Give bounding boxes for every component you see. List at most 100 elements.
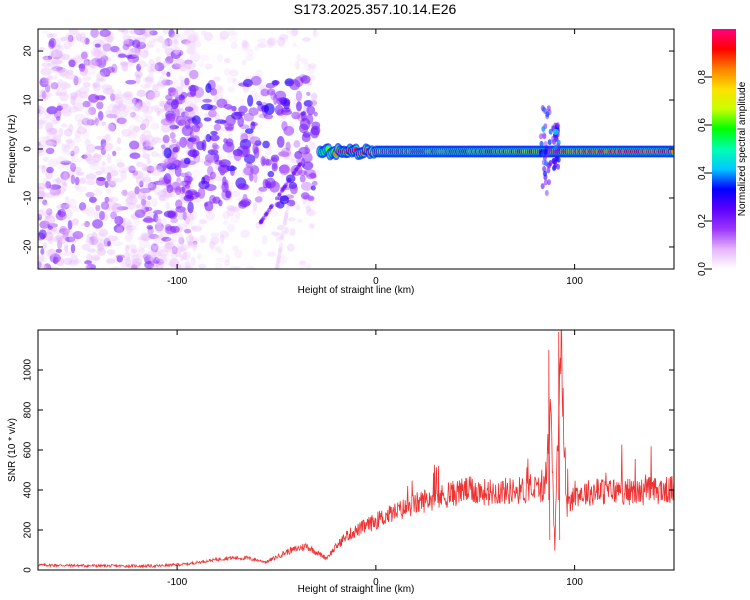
heatmap-cell [80,92,90,99]
heatmap-cell [539,140,544,147]
heatmap-cell [289,29,299,37]
heatmap-cell [70,96,76,106]
heatmap-cell [106,188,112,194]
heatmap-cell [144,254,154,265]
heatmap-cell [276,255,281,262]
heatmap-cell [60,160,72,165]
heatmap-cell [85,175,93,180]
heatmap-cell [93,256,101,261]
heatmap-cell [278,247,283,254]
heatmap-cell [121,92,132,98]
heatmap-cell [42,242,47,250]
heatmap-cell [231,190,241,198]
heatmap-cell [53,230,61,235]
y-tick-label: 1000 [23,358,34,381]
heatmap-cell [191,225,203,232]
heatmap-cell [42,201,49,207]
heatmap-cell [73,30,81,36]
heatmap-cell [125,54,138,60]
heatmap-cell [179,136,188,148]
heatmap-cell [57,208,66,218]
heatmap-cell [279,242,284,249]
colorbar-tick-label: 0.6 [697,118,708,132]
heatmap-cell [158,253,168,259]
heatmap-cell [149,63,159,72]
heatmap-cell [227,208,235,217]
heatmap-cell [163,242,173,253]
heatmap-cell [241,39,248,48]
heatmap-cell [258,220,263,225]
heatmap-cell [85,238,92,249]
heatmap-cell [145,206,153,212]
heatmap-cell [71,158,83,163]
heatmap-cell [46,131,58,141]
heatmap-cell [38,105,45,115]
heatmap-cell [60,54,71,61]
heatmap-cell [89,236,99,246]
heatmap-cell [266,40,273,46]
heatmap-cell [210,232,220,238]
heatmap-cell [185,61,192,70]
snr-series-line [38,330,674,569]
heatmap-cell [41,77,51,85]
heatmap-cell [135,147,142,154]
heatmap-cell [94,117,99,126]
heatmap-cell [205,133,212,143]
heatmap-cell [191,135,200,145]
heatmap-cell [99,38,107,48]
heatmap-cell [38,254,45,263]
heatmap-cell [60,171,70,181]
heatmap-cell [180,79,185,89]
heatmap-cell [158,194,166,202]
heatmap-cell [52,191,61,197]
heatmap-cell [38,209,45,218]
heatmap-cell [274,196,279,201]
heatmap-cell [38,104,41,111]
heatmap-cell [305,205,312,212]
heatmap-cell [214,159,223,165]
heatmap-cell [547,139,552,146]
heatmap-cell [312,29,319,39]
heatmap-cell [225,126,234,132]
heatmap-cell [287,178,292,183]
heatmap-cell [38,89,50,99]
heatmap-cell [180,39,191,45]
heatmap-cell [147,195,152,201]
heatmap-cell [274,104,284,116]
heatmap-cell [136,89,147,98]
heatmap-cell [271,163,278,172]
heatmap-cell [115,254,126,259]
heatmap-cell [213,76,222,82]
heatmap-cell [248,172,254,181]
heatmap-cell [218,87,224,93]
heatmap-cell [139,123,147,131]
heatmap-cell [71,218,79,226]
heatmap-cell [192,40,202,48]
heatmap-cell [157,249,169,257]
x-tick-label: 100 [566,276,583,287]
heatmap-cell [38,88,43,98]
y-tick-label: 800 [23,401,34,418]
heatmap-cell [39,196,46,203]
heatmap-cell [200,158,207,163]
heatmap-cell [218,176,224,183]
heatmap-cell [276,37,286,47]
heatmap-cell [284,226,289,234]
heatmap-cell [555,121,560,128]
heatmap-cell [142,104,149,114]
heatmap-cell [131,258,143,267]
heatmap-cell [185,45,195,55]
heatmap-cell [169,249,181,255]
heatmap-cell [143,216,153,223]
heatmap-cell [53,44,62,50]
heatmap-cell [45,147,55,155]
heatmap-cell [135,73,141,84]
heatmap-cell [186,211,191,218]
heatmap-cell [286,243,295,252]
heatmap-cell [181,125,193,137]
heatmap-cell [68,29,79,36]
heatmap-cell [84,265,90,269]
heatmap-cell [42,30,50,35]
heatmap-cell [300,192,310,200]
heatmap-cell [313,111,318,117]
